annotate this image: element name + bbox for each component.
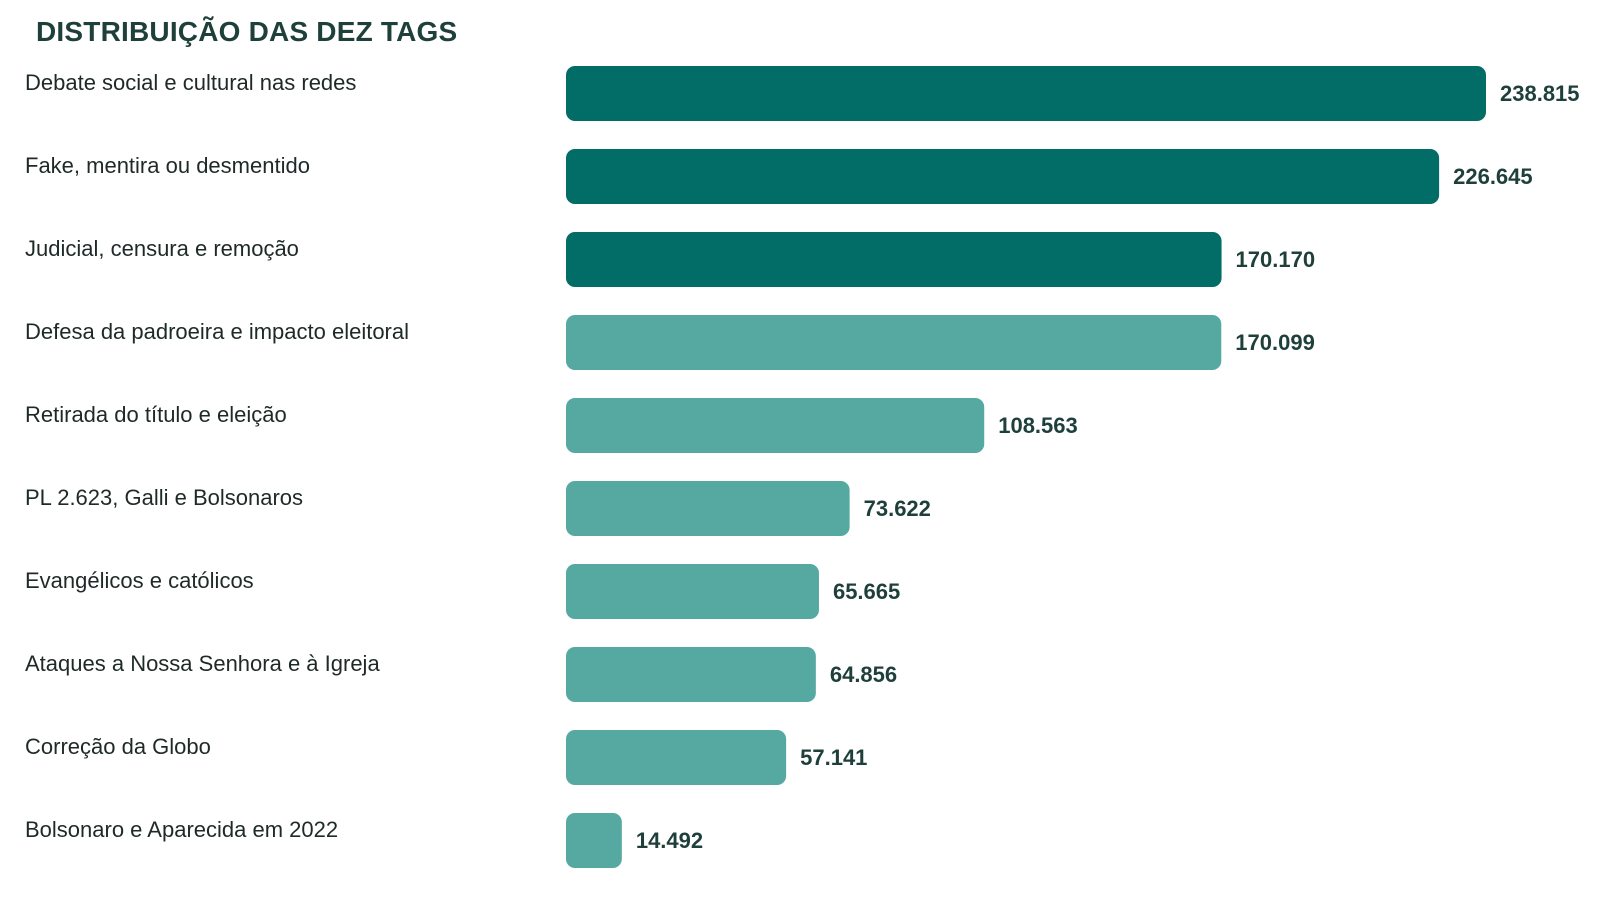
category-label: Bolsonaro e Aparecida em 2022 bbox=[25, 817, 338, 842]
chart-title: DISTRIBUIÇÃO DAS DEZ TAGS bbox=[36, 16, 458, 47]
value-label: 108.563 bbox=[998, 413, 1078, 438]
value-label: 14.492 bbox=[636, 828, 703, 853]
bar bbox=[566, 730, 787, 785]
category-label: Evangélicos e católicos bbox=[25, 568, 254, 593]
category-label: Correção da Globo bbox=[25, 734, 211, 759]
value-label: 238.815 bbox=[1500, 81, 1580, 106]
value-label: 170.099 bbox=[1235, 330, 1315, 355]
value-label: 170.170 bbox=[1236, 247, 1316, 272]
bar bbox=[566, 149, 1440, 204]
category-label: PL 2.623, Galli e Bolsonaros bbox=[25, 485, 303, 510]
bar bbox=[566, 315, 1222, 370]
category-label: Retirada do título e eleição bbox=[25, 402, 287, 427]
bar bbox=[566, 481, 850, 536]
category-label: Fake, mentira ou desmentido bbox=[25, 153, 310, 178]
value-label: 65.665 bbox=[833, 579, 900, 604]
bar bbox=[566, 66, 1486, 121]
bar bbox=[566, 232, 1222, 287]
bar bbox=[566, 813, 622, 868]
bar bbox=[566, 647, 816, 702]
category-label: Defesa da padroeira e impacto eleitoral bbox=[25, 319, 409, 344]
category-label: Judicial, censura e remoção bbox=[25, 236, 299, 261]
bar bbox=[566, 564, 819, 619]
bar bbox=[566, 398, 985, 453]
category-label: Debate social e cultural nas redes bbox=[25, 70, 356, 95]
value-label: 73.622 bbox=[864, 496, 931, 521]
category-label: Ataques a Nossa Senhora e à Igreja bbox=[25, 651, 380, 676]
value-label: 64.856 bbox=[830, 662, 897, 687]
value-label: 226.645 bbox=[1453, 164, 1533, 189]
value-label: 57.141 bbox=[800, 745, 867, 770]
